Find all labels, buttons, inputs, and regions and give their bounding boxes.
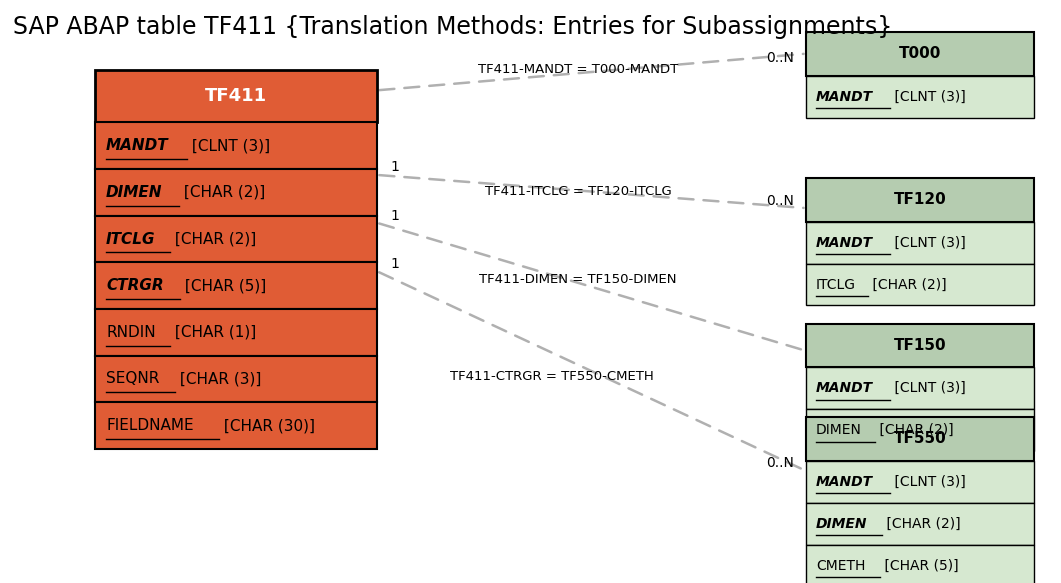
Text: [CLNT (3)]: [CLNT (3)] (889, 475, 966, 489)
Text: [CLNT (3)]: [CLNT (3)] (889, 236, 966, 250)
FancyBboxPatch shape (806, 324, 1034, 367)
FancyBboxPatch shape (806, 178, 1034, 222)
Text: [CHAR (2)]: [CHAR (2)] (883, 517, 961, 531)
Text: DIMEN: DIMEN (816, 423, 862, 437)
Text: [CLNT (3)]: [CLNT (3)] (889, 381, 966, 395)
Text: [CHAR (1)]: [CHAR (1)] (170, 325, 257, 340)
Text: 0..N: 0..N (766, 194, 794, 208)
Text: 0..N: 0..N (766, 456, 794, 470)
Text: SAP ABAP table TF411 {Translation Methods: Entries for Subassignments}: SAP ABAP table TF411 {Translation Method… (13, 15, 892, 38)
Text: [CLNT (3)]: [CLNT (3)] (889, 90, 966, 104)
FancyBboxPatch shape (95, 356, 377, 402)
Text: RNDIN: RNDIN (106, 325, 156, 340)
Text: [CHAR (2)]: [CHAR (2)] (170, 231, 256, 247)
Text: [CHAR (30)]: [CHAR (30)] (220, 418, 315, 433)
FancyBboxPatch shape (95, 402, 377, 449)
Text: MANDT: MANDT (816, 236, 873, 250)
FancyBboxPatch shape (95, 262, 377, 309)
FancyBboxPatch shape (95, 309, 377, 356)
Text: 1: 1 (390, 209, 399, 223)
FancyBboxPatch shape (95, 122, 377, 169)
Text: DIMEN: DIMEN (816, 517, 868, 531)
FancyBboxPatch shape (95, 216, 377, 262)
Text: FIELDNAME: FIELDNAME (106, 418, 194, 433)
FancyBboxPatch shape (806, 461, 1034, 503)
FancyBboxPatch shape (806, 545, 1034, 583)
Text: TF411: TF411 (205, 87, 267, 105)
FancyBboxPatch shape (806, 264, 1034, 305)
FancyBboxPatch shape (806, 367, 1034, 409)
Text: MANDT: MANDT (816, 90, 873, 104)
Text: 1: 1 (390, 257, 399, 271)
Text: [CHAR (2)]: [CHAR (2)] (868, 278, 946, 292)
Text: CTRGR: CTRGR (106, 278, 163, 293)
Text: MANDT: MANDT (816, 381, 873, 395)
Text: ITCLG: ITCLG (816, 278, 856, 292)
Text: TF150: TF150 (894, 338, 946, 353)
Text: MANDT: MANDT (106, 138, 169, 153)
Text: [CHAR (2)]: [CHAR (2)] (875, 423, 954, 437)
FancyBboxPatch shape (806, 32, 1034, 76)
Text: MANDT: MANDT (816, 475, 873, 489)
Text: [CHAR (2)]: [CHAR (2)] (179, 185, 265, 200)
FancyBboxPatch shape (806, 417, 1034, 461)
Text: DIMEN: DIMEN (106, 185, 162, 200)
Text: 0..N: 0..N (766, 51, 794, 65)
Text: TF120: TF120 (894, 192, 946, 207)
Text: SEQNR: SEQNR (106, 371, 159, 387)
Text: [CHAR (5)]: [CHAR (5)] (880, 559, 958, 573)
Text: TF411-MANDT = T000-MANDT: TF411-MANDT = T000-MANDT (479, 64, 678, 76)
FancyBboxPatch shape (95, 70, 377, 122)
Text: TF411-CTRGR = TF550-CMETH: TF411-CTRGR = TF550-CMETH (450, 370, 654, 382)
FancyBboxPatch shape (806, 76, 1034, 118)
FancyBboxPatch shape (806, 222, 1034, 264)
FancyBboxPatch shape (95, 169, 377, 216)
Text: [CLNT (3)]: [CLNT (3)] (187, 138, 271, 153)
Text: TF550: TF550 (894, 431, 946, 446)
Text: TF411-DIMEN = TF150-DIMEN: TF411-DIMEN = TF150-DIMEN (480, 273, 677, 286)
Text: T000: T000 (900, 47, 941, 61)
Text: [CHAR (3)]: [CHAR (3)] (175, 371, 261, 387)
Text: 1: 1 (390, 160, 399, 174)
Text: TF411-ITCLG = TF120-ITCLG: TF411-ITCLG = TF120-ITCLG (485, 185, 672, 198)
Text: CMETH: CMETH (816, 559, 866, 573)
FancyBboxPatch shape (806, 503, 1034, 545)
Text: [CHAR (5)]: [CHAR (5)] (180, 278, 266, 293)
Text: ITCLG: ITCLG (106, 231, 156, 247)
FancyBboxPatch shape (806, 409, 1034, 451)
